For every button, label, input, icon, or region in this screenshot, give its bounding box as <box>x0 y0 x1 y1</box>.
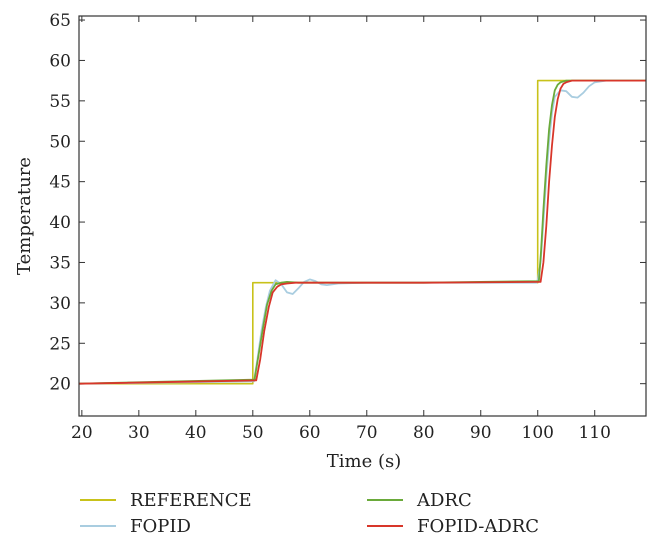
legend-label-fopid: FOPID <box>130 516 191 537</box>
x-tick-label: 20 <box>71 423 93 443</box>
y-axis-title: Temperature <box>14 157 35 275</box>
tick-labels: 20 30 40 50 60 70 80 90 100 110 20 25 30 35 40 45 50 55 60… <box>49 11 611 443</box>
y-tick-label: 65 <box>49 11 71 31</box>
series-line-adrc <box>78 79 646 385</box>
x-tick-label: 60 <box>299 423 321 443</box>
legend-label-adrc: ADRC <box>416 490 472 511</box>
series-line-fopid-adrc <box>78 79 646 385</box>
legend-label-fopid-adrc: FOPID-ADRC <box>417 516 539 537</box>
y-tick-label: 45 <box>49 173 71 193</box>
y-tick-label: 50 <box>49 132 71 152</box>
x-tick-label: 40 <box>185 423 207 443</box>
y-tick-label: 40 <box>49 213 71 233</box>
x-tick-label: 70 <box>356 423 378 443</box>
x-tick-label: 50 <box>242 423 264 443</box>
axis-ticks <box>79 16 646 416</box>
x-tick-label: 100 <box>522 423 554 443</box>
y-tick-label: 25 <box>49 334 71 354</box>
x-tick-label: 80 <box>413 423 435 443</box>
series-line-reference <box>79 79 646 385</box>
x-axis-title: Time (s) <box>327 451 402 472</box>
series-line-fopid <box>78 79 646 385</box>
series-lines <box>78 79 646 385</box>
plot-frame <box>78 15 647 417</box>
y-tick-label: 60 <box>49 51 71 71</box>
legend-label-reference: REFERENCE <box>130 490 252 511</box>
x-tick-label: 90 <box>470 423 492 443</box>
x-tick-label: 30 <box>128 423 150 443</box>
y-tick-label: 30 <box>49 294 71 314</box>
legend: REFERENCE FOPID ADRC FOPID-ADRC <box>80 490 539 537</box>
x-tick-label: 110 <box>578 423 610 443</box>
y-tick-label: 20 <box>49 375 71 395</box>
y-tick-label: 55 <box>49 92 71 112</box>
y-tick-label: 35 <box>49 253 71 273</box>
